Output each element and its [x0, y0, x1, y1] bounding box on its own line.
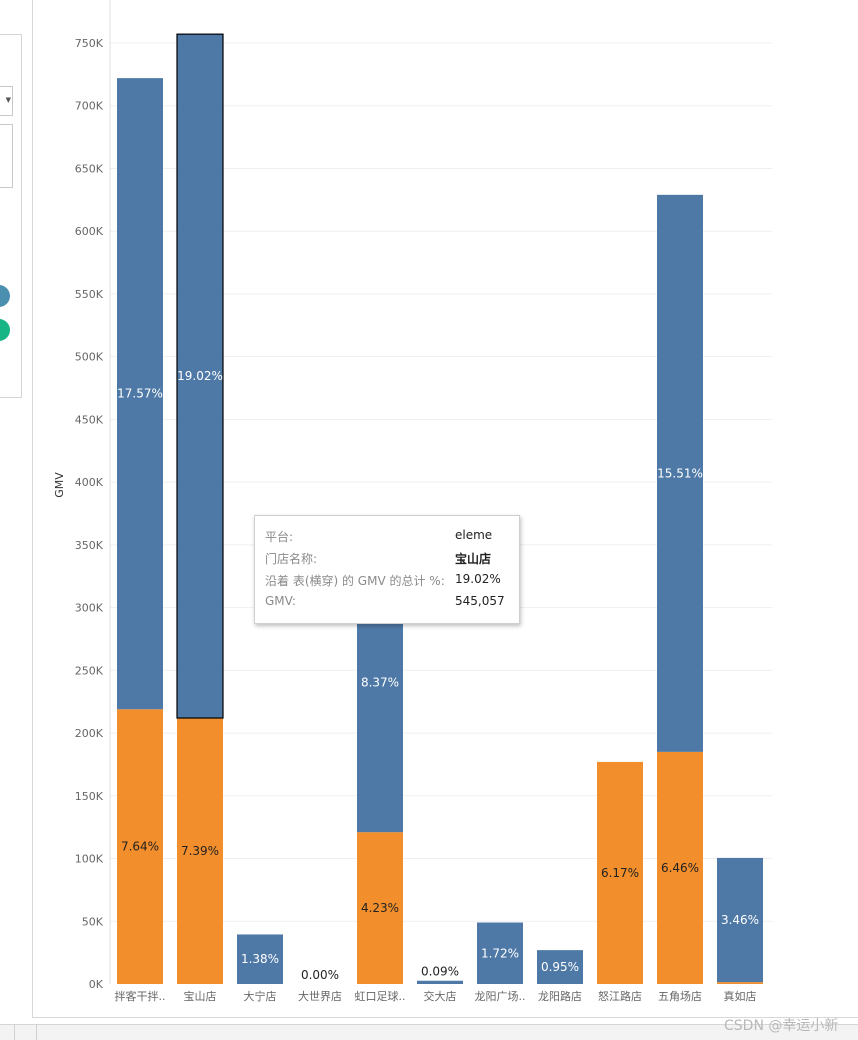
y-tick-label: 150K: [75, 790, 104, 803]
data-label: 0.95%: [541, 960, 579, 974]
y-tick-label: 700K: [75, 100, 104, 113]
tooltip: 平台: eleme 门店名称: 宝山店 沿着 表(横穿) 的 GMV 的总计 %…: [254, 515, 520, 624]
bar-segment[interactable]: [657, 751, 703, 984]
x-tick-label: 虹口足球..: [355, 989, 406, 1003]
x-tick-label: 拌客干拌..: [115, 989, 166, 1003]
tooltip-label: 平台:: [265, 530, 294, 544]
legend-color-dot-green[interactable]: [0, 319, 10, 341]
bar-segment[interactable]: [477, 922, 523, 984]
tooltip-row-gmv: GMV: 545,057: [265, 594, 515, 612]
status-bar-divider: [14, 1024, 15, 1040]
y-tick-label: 600K: [75, 225, 104, 238]
x-tick-label: 大宁店: [244, 989, 277, 1003]
data-label: 19.02%: [177, 369, 223, 383]
bar-segment[interactable]: [417, 980, 463, 984]
chevron-down-icon: ▼: [5, 96, 11, 104]
data-label: 15.51%: [657, 466, 703, 480]
y-tick-label: 350K: [75, 539, 104, 552]
bar-segment[interactable]: [177, 718, 223, 984]
tooltip-label: 门店名称:: [265, 552, 318, 566]
status-bar: [0, 1024, 858, 1040]
bar-segment[interactable]: [657, 194, 703, 752]
y-tick-label: 100K: [75, 853, 104, 866]
y-axis-title: GMV: [53, 472, 66, 498]
tooltip-value: eleme: [455, 528, 493, 542]
bar-segment[interactable]: [717, 857, 763, 983]
x-tick-label: 龙阳广场..: [475, 989, 526, 1003]
data-label: 6.17%: [601, 866, 639, 880]
bar-segment[interactable]: [117, 709, 163, 984]
status-bar-divider: [36, 1024, 37, 1040]
tooltip-value: 19.02%: [455, 572, 501, 586]
worksheet-border-bottom: [32, 1017, 858, 1018]
x-tick-label: 怒江路店: [598, 989, 642, 1003]
worksheet-border-left: [32, 0, 33, 1018]
y-tick-label: 550K: [75, 288, 104, 301]
data-label: 0.09%: [421, 965, 459, 979]
y-tick-label: 300K: [75, 602, 104, 615]
data-label: 1.72%: [481, 946, 519, 960]
x-tick-label: 龙阳路店: [538, 989, 582, 1003]
tooltip-label: 沿着 表(横穿) 的 GMV 的总计 %:: [265, 574, 445, 588]
watermark: CSDN @幸运小新: [724, 1018, 839, 1034]
tooltip-row-percent: 沿着 表(横穿) 的 GMV 的总计 %: 19.02%: [265, 572, 515, 590]
x-tick-label: 宝山店: [184, 989, 217, 1003]
y-tick-label: 500K: [75, 351, 104, 364]
bar-segment[interactable]: [177, 34, 223, 719]
data-label: 8.37%: [361, 675, 399, 689]
data-label: 3.46%: [721, 913, 759, 927]
filter-dropdown[interactable]: ▼: [0, 86, 13, 116]
bar-segment[interactable]: [237, 934, 283, 984]
bar-segment[interactable]: [117, 78, 163, 710]
bar-segment[interactable]: [357, 832, 403, 984]
legend-color-dot-blue[interactable]: [0, 285, 10, 307]
data-label: 7.39%: [181, 844, 219, 858]
data-label: 1.38%: [241, 952, 279, 966]
bar-segment[interactable]: [597, 761, 643, 984]
y-tick-label: 400K: [75, 476, 104, 489]
tooltip-row-store: 门店名称: 宝山店: [265, 550, 515, 568]
tooltip-value: 宝山店: [455, 552, 492, 566]
y-tick-label: 450K: [75, 413, 104, 426]
bar-segment[interactable]: [717, 982, 763, 984]
y-tick-label: 650K: [75, 162, 104, 175]
data-label: 7.64%: [121, 840, 159, 854]
data-label: 4.23%: [361, 901, 399, 915]
data-label: 0.00%: [301, 968, 339, 982]
data-label: 6.46%: [661, 861, 699, 875]
x-tick-label: 大世界店: [298, 989, 342, 1003]
y-tick-label: 250K: [75, 664, 104, 677]
stacked-bar-chart: 0K 50K 100K 150K 200K 250K 300K 350K 400K 450K 500…: [53, 0, 772, 1003]
data-label: 17.57%: [117, 387, 163, 401]
tooltip-label: GMV:: [265, 594, 296, 608]
selected-bar-outline: [176, 33, 224, 719]
y-tick-label: 750K: [75, 37, 104, 50]
bar-segment[interactable]: [537, 950, 583, 984]
filter-list-box[interactable]: [0, 124, 13, 188]
tooltip-row-platform: 平台: eleme: [265, 528, 515, 546]
x-tick-label: 五角场店: [658, 989, 702, 1003]
x-tick-label: 真如店: [724, 989, 757, 1003]
y-tick-label: 50K: [82, 915, 104, 928]
tooltip-value: 545,057: [455, 594, 505, 608]
x-tick-label: 交大店: [424, 989, 457, 1003]
y-tick-label: 200K: [75, 727, 104, 740]
y-tick-label: 0K: [89, 978, 104, 991]
